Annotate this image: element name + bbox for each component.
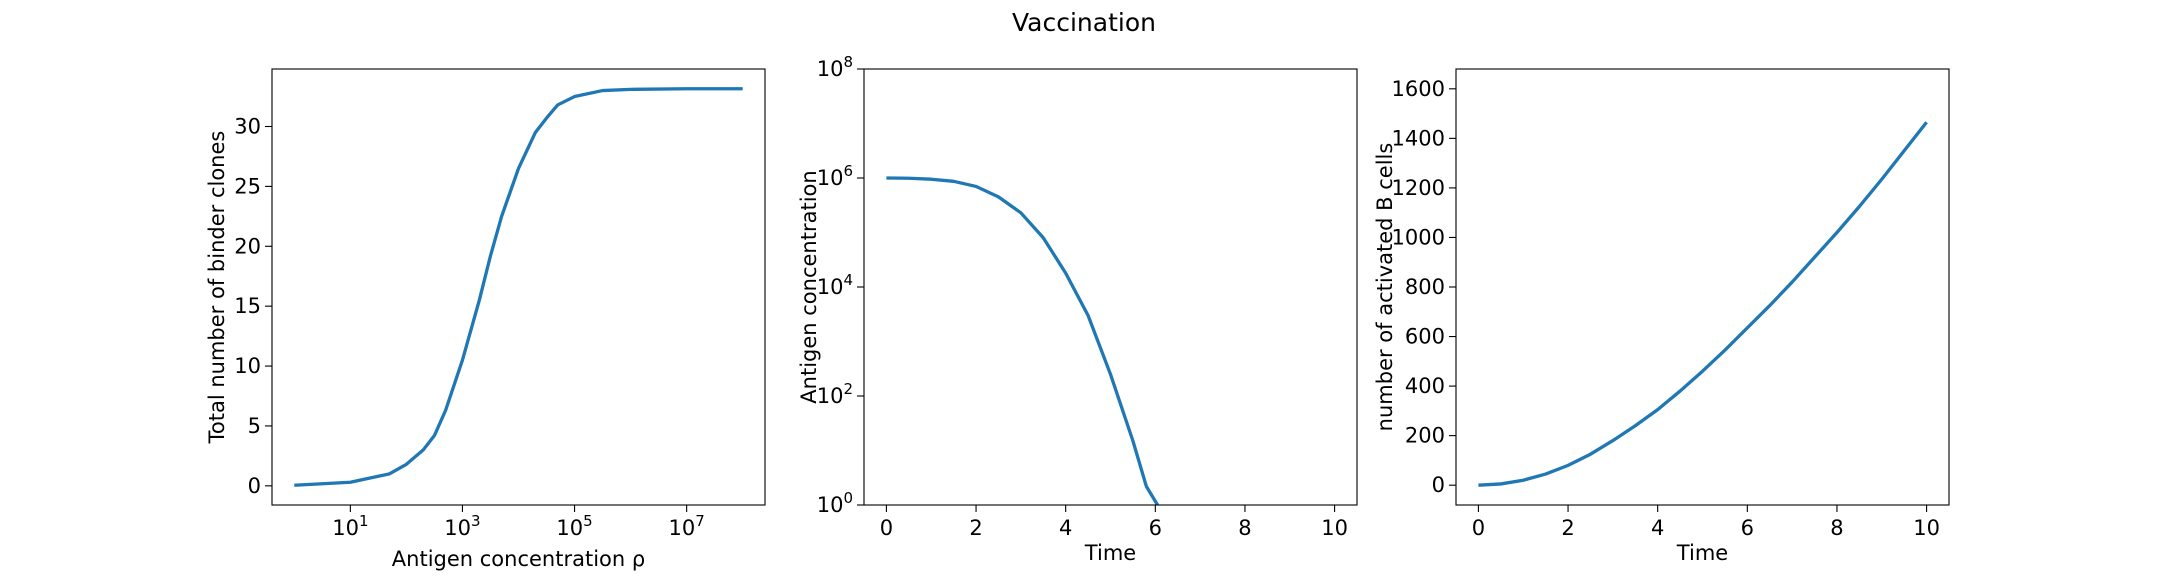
x-tick-label: 8 (1238, 516, 1251, 540)
y-tick-label: 200 (1405, 424, 1445, 448)
x-tick-label: 0 (1472, 516, 1485, 540)
y-tick-label: 5 (248, 414, 261, 438)
figure-title: Vaccination (1012, 8, 1156, 37)
plot-area-frame (863, 68, 1358, 506)
y-tick-label: 10 (234, 354, 261, 378)
y-tick-label: 102 (817, 380, 853, 408)
x-tick-label: 103 (444, 512, 480, 540)
x-tick-label: 10 (1913, 516, 1940, 540)
y-tick-label: 1600 (1392, 77, 1445, 101)
chart-panel-3: 0 2 4 6 8 10 0 200 400 600 800 1000 1200 1400 1600 Time… (1373, 68, 1950, 565)
y-tick-label: 0 (1432, 473, 1445, 497)
x-tick-label: 105 (556, 512, 592, 540)
y-tick-label: 25 (234, 174, 261, 198)
y-tick-label: 1200 (1392, 176, 1445, 200)
y-tick-label: 106 (817, 162, 853, 190)
x-axis-title: Antigen concentration ρ (392, 547, 645, 571)
x-tick-label: 4 (1059, 516, 1072, 540)
y-tick-label: 108 (817, 53, 853, 81)
x-tick-label: 4 (1651, 516, 1664, 540)
plot-area-frame (1455, 68, 1950, 506)
y-tick-label: 15 (234, 294, 261, 318)
x-tick-label: 101 (332, 512, 368, 540)
y-tick-label: 1400 (1392, 126, 1445, 150)
y-tick-label: 104 (817, 271, 853, 299)
y-axis-title: Antigen concentration (797, 170, 821, 403)
y-tick-label: 20 (234, 234, 261, 258)
x-tick-label: 2 (1561, 516, 1574, 540)
chart-panel-1: 101 103 105 107 0 5 10 15 20 25 30 Antigen concentr… (205, 68, 766, 571)
x-axis-title: Time (1676, 541, 1728, 565)
x-tick-label: 6 (1741, 516, 1754, 540)
x-tick-label: 6 (1149, 516, 1162, 540)
x-tick-label: 2 (969, 516, 982, 540)
series-line-1 (1478, 121, 1928, 487)
x-tick-label: 10 (1321, 516, 1348, 540)
x-tick-label: 0 (880, 516, 893, 540)
y-tick-label: 0 (248, 474, 261, 498)
y-tick-label: 100 (817, 489, 853, 517)
series-line-1 (886, 176, 1159, 505)
y-tick-label: 800 (1405, 275, 1445, 299)
x-tick-label: 8 (1830, 516, 1843, 540)
x-axis-title: Time (1084, 541, 1136, 565)
y-tick-label: 600 (1405, 325, 1445, 349)
y-tick-label: 30 (234, 114, 261, 138)
y-axis-title: Total number of binder clones (205, 131, 229, 445)
x-tick-label: 107 (669, 512, 705, 540)
series-line-1 (294, 87, 743, 487)
plot-area-frame (271, 68, 766, 506)
y-tick-label: 400 (1405, 374, 1445, 398)
chart-panel-2: 0 2 4 6 8 10 100 102 104 106 108 Time Antigen concen… (797, 53, 1358, 565)
y-axis-title: number of activated B cells (1373, 143, 1397, 432)
y-tick-label: 1000 (1392, 225, 1445, 249)
